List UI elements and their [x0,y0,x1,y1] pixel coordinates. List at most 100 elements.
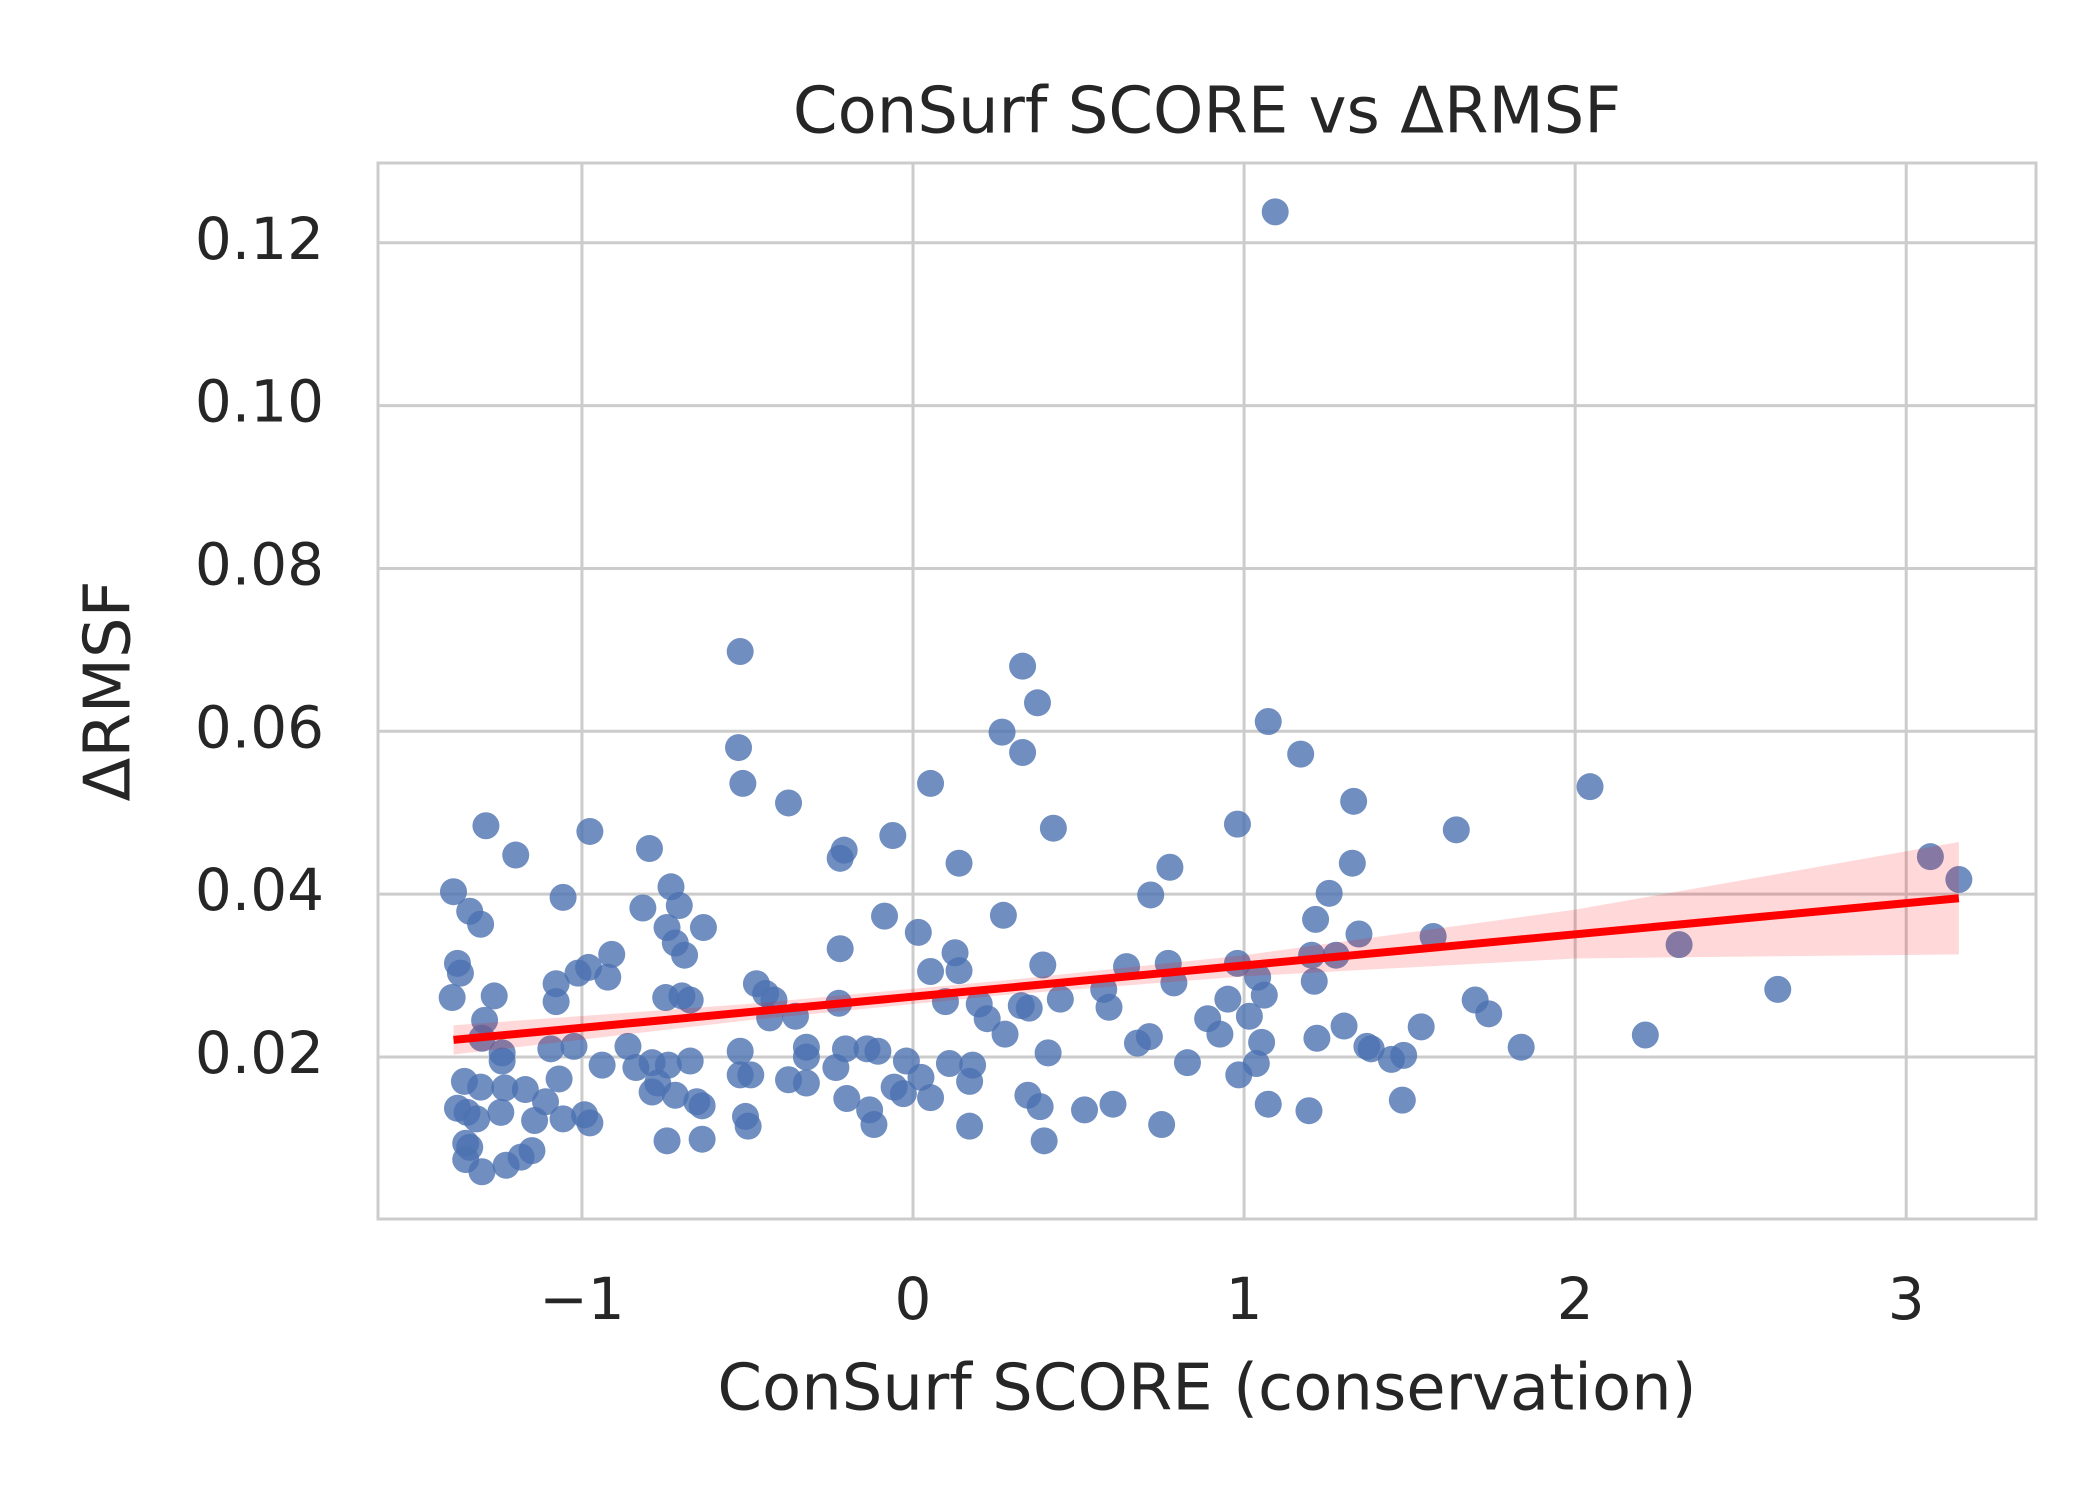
point [917,1084,945,1112]
point [537,1035,565,1063]
plot-frame [376,161,2038,1221]
point [1254,1090,1282,1118]
point [792,1043,820,1071]
point [1764,975,1792,1003]
point [1390,1041,1418,1069]
point [917,957,945,985]
point [1261,198,1289,226]
point [1046,985,1074,1013]
point [1095,993,1123,1021]
point [864,1037,892,1065]
point [676,1047,704,1075]
point [576,817,604,845]
point [860,1111,888,1139]
point [463,1105,491,1133]
point [1303,1024,1331,1052]
point [734,1112,762,1140]
point [446,959,474,987]
point [542,988,570,1016]
x-tick-label: 0 [895,1265,932,1333]
point [826,844,854,872]
point [725,734,753,762]
point [688,1092,716,1120]
point [1631,1021,1659,1049]
point [1235,1002,1263,1030]
point [480,982,508,1010]
point [1576,773,1604,801]
point [1039,814,1067,842]
point [594,963,622,991]
point [889,1080,917,1108]
y-tick-label: 0.08 [195,531,324,599]
point [1015,994,1043,1022]
point [468,1158,496,1186]
point [1173,1049,1201,1077]
point [1206,1020,1234,1048]
regression-line [453,894,1960,1044]
point [1029,951,1057,979]
point [635,835,663,863]
point [653,1127,681,1155]
point [907,1063,935,1091]
x-axis-label: ConSurf SCORE (conservation) [717,1352,1696,1426]
point [545,1065,573,1093]
point [726,638,754,666]
point [549,883,577,911]
point [956,1067,984,1095]
point [502,841,530,869]
point [1345,920,1373,948]
point [1034,1039,1062,1067]
point [1137,881,1165,909]
point [576,1109,604,1137]
point [989,901,1017,929]
point [1315,879,1343,907]
point [833,1085,861,1113]
point [904,918,932,946]
point [492,1151,520,1179]
y-tick-label: 0.02 [195,1019,324,1087]
point [629,894,657,922]
point [879,822,907,850]
point [1223,810,1251,838]
point [1214,985,1242,1013]
point [1225,1061,1253,1089]
point [1340,787,1368,815]
point [598,940,626,968]
point [1357,1035,1385,1063]
point [822,1054,850,1082]
point [1945,865,1973,893]
point [917,769,945,797]
x-tick-label: 2 [1557,1265,1594,1333]
point [1135,1023,1163,1051]
point [1475,1000,1503,1028]
point [438,984,466,1012]
point [1026,1093,1054,1121]
point [1023,689,1051,717]
x-tick-label: −1 [539,1265,625,1333]
point [671,941,699,969]
point [549,1105,577,1133]
y-tick-label: 0.04 [195,856,324,924]
point [945,957,973,985]
point [737,1061,765,1089]
point [614,1032,642,1060]
point [491,1074,519,1102]
point [1300,967,1328,995]
point [588,1051,616,1079]
point [511,1076,539,1104]
point [1330,1012,1358,1040]
point [1287,740,1315,768]
point [935,1049,963,1077]
point [792,1069,820,1097]
point [991,1020,1019,1048]
point [956,1112,984,1140]
point [488,1047,516,1075]
x-tick-label: 3 [1888,1265,1925,1333]
point [472,812,500,840]
point [467,1073,495,1101]
point [439,878,467,906]
point [1442,816,1470,844]
point [945,849,973,877]
point [1665,931,1693,959]
